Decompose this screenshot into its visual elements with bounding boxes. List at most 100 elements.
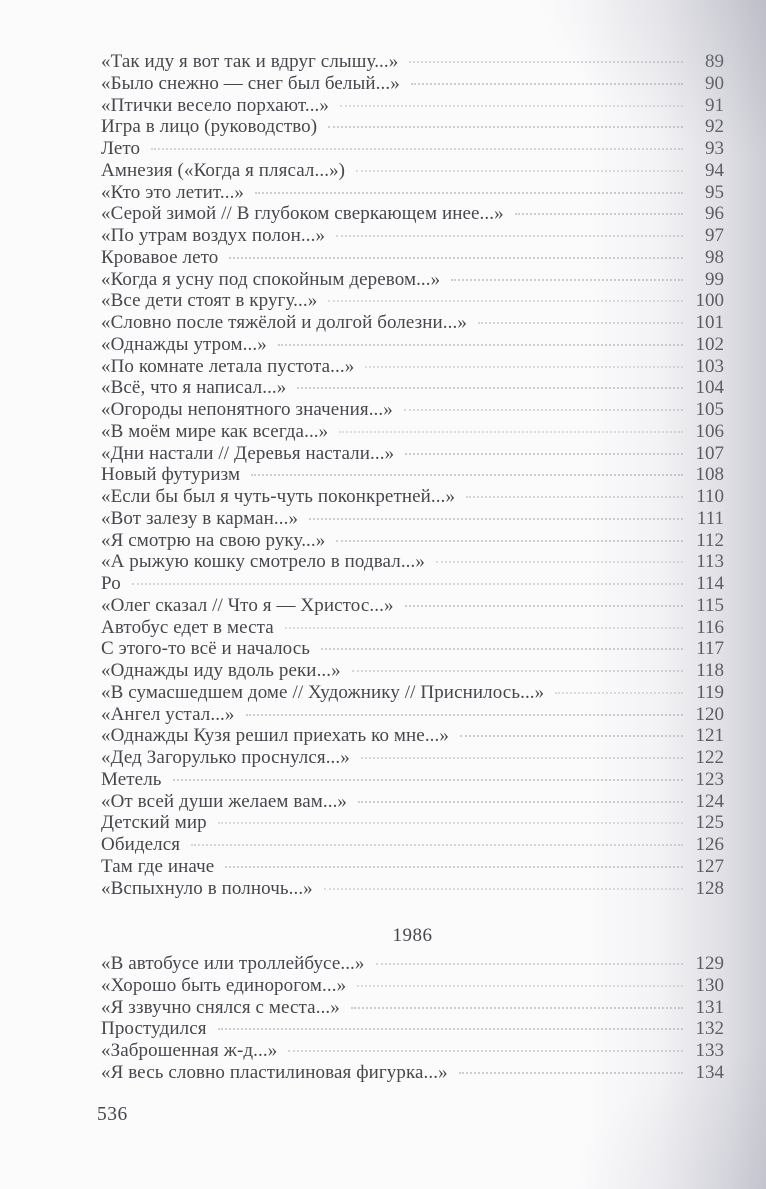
- toc-entry-page-number: 134: [695, 1061, 725, 1083]
- dot-leader: [151, 148, 683, 150]
- toc-entry: «По утрам воздух полон...» 97: [101, 225, 724, 247]
- toc-entry: С этого-то всё и началось 117: [101, 638, 724, 660]
- toc-entry: «Если бы был я чуть-чуть поконкретней...…: [101, 486, 724, 508]
- toc-entry-title: «Дед Загорулько проснулся...»: [101, 747, 350, 768]
- toc-entry: «Заброшенная ж-д...» 133: [101, 1040, 724, 1062]
- toc-entry-page-number: 102: [695, 333, 725, 355]
- toc-entry-title: Детский мир: [101, 812, 207, 834]
- dot-leader: [217, 1028, 683, 1031]
- toc-entry-page-number: 122: [695, 747, 725, 768]
- toc-entry-page-number: 125: [695, 812, 725, 834]
- toc-entry-title: «Вот залезу в карман...»: [101, 507, 299, 529]
- toc-entry-title: Игра в лицо (руководство): [101, 116, 318, 138]
- toc-entry-title: «Я ззвучно снялся с места...»: [101, 996, 340, 1018]
- toc-entry-page-number: 97: [705, 225, 724, 246]
- toc-entry-title: Там где иначе: [101, 855, 215, 877]
- toc-entry: Новый футуризм 108: [101, 464, 724, 486]
- toc-entry-title: Амнезия («Когда я плясал...»): [101, 159, 346, 181]
- toc-entry-page-number: 124: [695, 790, 725, 812]
- toc-entry-title: «Однажды Кузя решил приехать ко мне...»: [101, 725, 449, 747]
- toc-entry: «Однажды Кузя решил приехать ко мне...» 1…: [101, 725, 724, 747]
- toc-entry: «Дед Загорулько проснулся...» 122: [101, 747, 724, 769]
- toc-entry-title: «Огороды непонятного значения...»: [101, 399, 393, 420]
- dot-leader: [451, 278, 683, 281]
- toc-entry-title: «Серой зимой // В глубоком сверкающем ин…: [101, 203, 504, 225]
- toc-entry-page-number: 94: [705, 159, 724, 181]
- toc-entry: Там где иначе 127: [101, 856, 724, 878]
- dot-leader: [514, 213, 683, 216]
- toc-entry-page-number: 117: [696, 638, 724, 660]
- toc-entry-title: «Словно после тяжёлой и долгой болезни..…: [101, 312, 467, 333]
- toc-entry: «Я весь словно пластилиновая фигурка...»…: [101, 1062, 724, 1084]
- dot-leader: [251, 474, 683, 477]
- toc-entry-page-number: 127: [695, 855, 725, 877]
- dot-leader: [405, 452, 683, 455]
- toc-entry: «Было снежно — снег был белый...» 90: [101, 73, 724, 95]
- toc-entry-page-number: 105: [695, 399, 725, 420]
- toc-entry-title: «Заброшенная ж-д...»: [101, 1040, 278, 1061]
- toc-entry-title: Простудился: [101, 1018, 207, 1040]
- toc-entry-title: «Так иду я вот так и вдруг слышу...»: [101, 51, 399, 72]
- dot-leader: [458, 1071, 683, 1074]
- dot-leader: [328, 300, 683, 303]
- toc-entry-page-number: 121: [695, 725, 725, 747]
- toc-entry-page-number: 106: [695, 420, 725, 442]
- dot-leader: [351, 670, 683, 672]
- toc-entry-page-number: 92: [705, 116, 724, 138]
- toc-entry-page-number: 90: [705, 72, 724, 94]
- toc-entry-title: «В сумасшедшем доме // Художнику // Прис…: [101, 681, 545, 703]
- toc-entry-title: С этого-то всё и началось: [101, 638, 311, 660]
- dot-leader: [277, 343, 683, 346]
- toc-entry: Метель 123: [101, 769, 724, 791]
- toc-entry-title: «По утрам воздух полон...»: [101, 225, 326, 246]
- toc-entry-page-number: 110: [696, 486, 724, 507]
- toc-entry: «Вот залезу в карман...» 111: [101, 508, 724, 530]
- toc-entry: Обиделся 126: [101, 834, 724, 856]
- toc-entry-page-number: 98: [705, 246, 724, 268]
- toc-entry-title: «Я весь словно пластилиновая фигурка...»: [101, 1061, 448, 1083]
- toc-entry-page-number: 133: [695, 1040, 725, 1061]
- dot-leader: [172, 778, 683, 781]
- toc-entry-title: «Когда я усну под спокойным деревом...»: [101, 268, 441, 290]
- toc-entry-page-number: 113: [696, 551, 724, 573]
- toc-entry-title: «А рыжую кошку смотрело в подвал...»: [101, 551, 425, 573]
- toc-entry-page-number: 104: [695, 377, 725, 399]
- toc-entry-page-number: 100: [695, 290, 725, 312]
- dot-leader: [328, 126, 683, 129]
- dot-leader: [288, 1050, 683, 1052]
- toc-entry: «Ангел устал...» 120: [101, 704, 724, 726]
- toc-entry: «В сумасшедшем доме // Художнику // Прис…: [101, 682, 724, 704]
- toc-entry-page-number: 112: [696, 529, 724, 551]
- toc-entry-page-number: 120: [695, 703, 725, 725]
- toc-entry-title: Обиделся: [101, 834, 181, 855]
- page-number-footer: 536: [97, 1104, 128, 1125]
- dot-leader: [340, 104, 683, 107]
- toc-entry-title: «Олег сказал // Что я — Христос...»: [101, 594, 394, 616]
- dot-leader: [375, 963, 683, 965]
- dot-leader: [555, 691, 683, 694]
- dot-leader: [229, 256, 683, 259]
- toc-entry: «По комнате летала пустота...» 103: [101, 356, 724, 378]
- toc-entry-page-number: 95: [705, 181, 724, 203]
- toc-entry-title: «По комнате летала пустота...»: [101, 355, 355, 377]
- toc-entry: «Однажды утром...» 102: [101, 334, 724, 356]
- toc-entry-page-number: 119: [696, 681, 724, 703]
- toc-entry-page-number: 89: [705, 51, 724, 72]
- toc-entry-page-number: 123: [695, 768, 725, 790]
- toc-entry: «В автобусе или троллейбусе...» 129: [101, 953, 724, 975]
- toc-entry-title: «В автобусе или троллейбусе...»: [101, 953, 365, 974]
- toc-entry-title: «От всей души желаем вам...»: [101, 790, 348, 812]
- toc-entry-page-number: 101: [695, 312, 725, 333]
- toc-entry-title: «Хорошо быть единорогом...»: [101, 974, 347, 996]
- toc-entry-page-number: 116: [696, 616, 724, 638]
- toc-entry-title: «Было снежно — снег был белый...»: [101, 72, 400, 94]
- toc-entry-page-number: 115: [696, 594, 724, 616]
- dot-leader: [459, 735, 683, 738]
- toc-entry-page-number: 131: [695, 996, 725, 1018]
- toc-entry-page-number: 130: [695, 974, 725, 996]
- dot-leader: [336, 235, 683, 237]
- toc-entry: «Огороды непонятного значения...» 105: [101, 399, 724, 421]
- toc-entry-page-number: 103: [695, 355, 725, 377]
- dot-leader: [323, 887, 683, 890]
- dot-leader: [404, 604, 683, 607]
